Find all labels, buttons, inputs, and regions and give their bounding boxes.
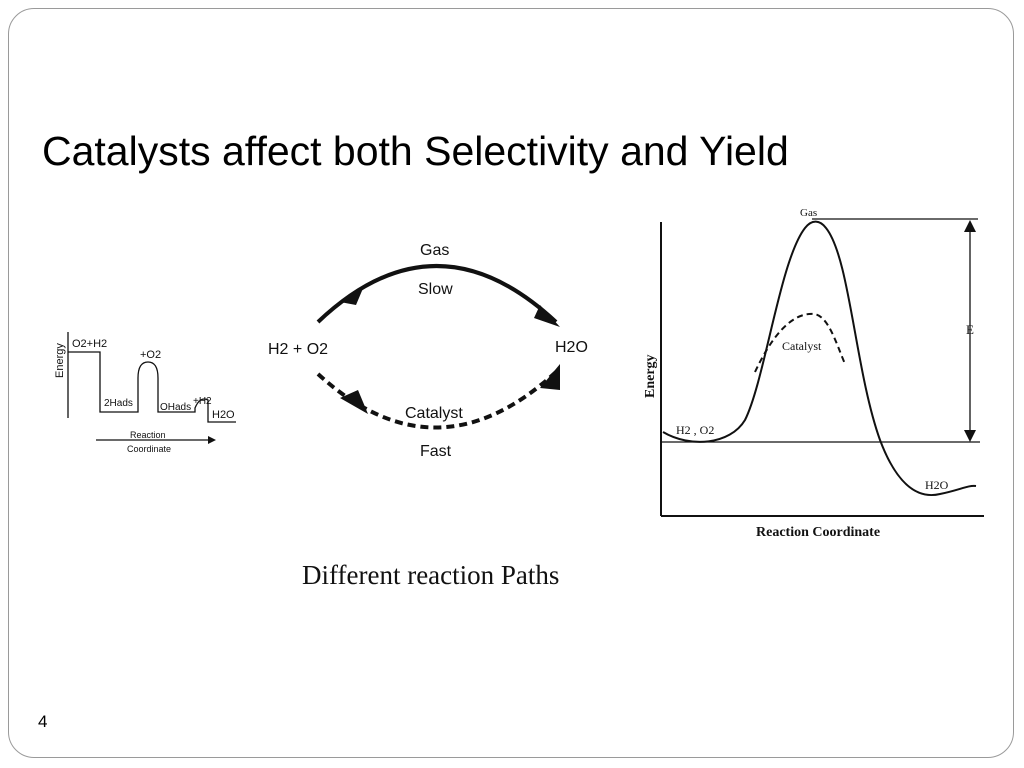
energy-barrier-label: E	[966, 322, 974, 337]
slide-number: 4	[38, 712, 48, 731]
path-arrowheads	[340, 286, 560, 414]
paths-upper-label: Gas	[420, 242, 449, 259]
energy-product-label: H2O	[925, 478, 949, 492]
small-label-2h: 2Hads	[104, 398, 133, 409]
energy-catalyst-label: Catalyst	[782, 339, 822, 353]
surface-steps-diagram: Energy O2+H2 +O2 2Hads OHads +H2 H2O Rea…	[54, 332, 236, 454]
small-x-label-2: Coordinate	[127, 444, 171, 454]
small-y-label: Energy	[54, 343, 66, 378]
barrier-arrow-top	[964, 220, 976, 232]
gas-arrow-start	[340, 286, 364, 305]
figure-caption: Different reaction Paths	[302, 560, 560, 590]
reaction-paths-diagram: H2 + O2 H2O Gas Slow Catalyst Fast	[268, 242, 588, 460]
small-label-o2: +O2	[140, 349, 161, 361]
paths-reactant: H2 + O2	[268, 341, 328, 358]
small-x-label-1: Reaction	[130, 430, 166, 440]
slide-frame	[8, 8, 1014, 758]
gas-energy-curve	[662, 220, 977, 497]
small-label-product: H2O	[212, 409, 235, 421]
paths-lower-speed: Fast	[420, 443, 452, 460]
small-label-oh: OHads	[160, 402, 191, 413]
energy-peak-label: Gas	[800, 207, 817, 219]
slide-title: Catalysts affect both Selectivity and Yi…	[42, 128, 789, 174]
small-label-h2: +H2	[193, 396, 212, 407]
catalyst-arrow-start	[340, 390, 368, 414]
paths-product: H2O	[555, 339, 588, 356]
gas-arrow-end	[534, 305, 560, 327]
small-energy-profile	[68, 351, 236, 423]
paths-upper-speed: Slow	[418, 281, 453, 298]
energy-barrier-diagram: Energy Reaction Coordinate Gas Catalyst …	[643, 207, 984, 540]
catalyst-energy-curve	[754, 312, 846, 373]
energy-y-label: Energy	[643, 354, 658, 398]
energy-reactant-label: H2 , O2	[676, 423, 714, 437]
small-label-start: O2+H2	[72, 338, 107, 350]
energy-x-label: Reaction Coordinate	[756, 525, 880, 540]
paths-lower-label: Catalyst	[405, 405, 463, 422]
barrier-arrow-bottom	[964, 430, 976, 442]
catalyst-arrow-end	[540, 364, 560, 390]
